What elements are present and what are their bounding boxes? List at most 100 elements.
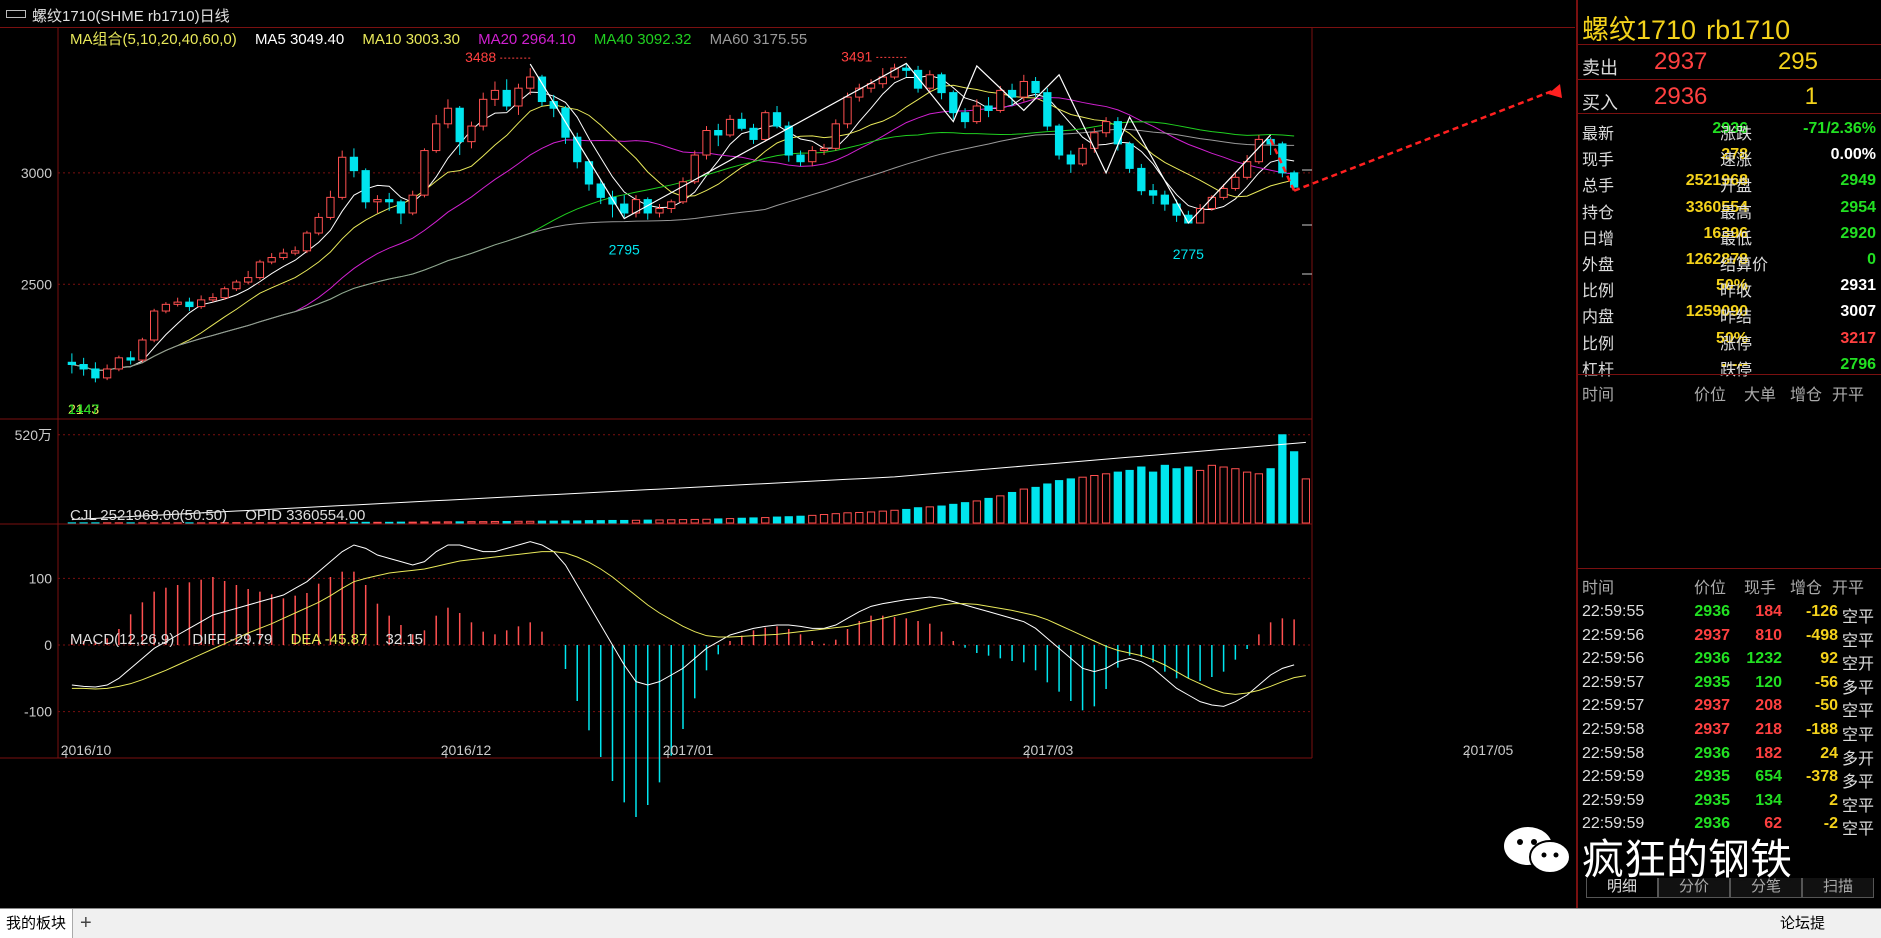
candle-body	[1207, 196, 1217, 210]
candle-body	[655, 208, 664, 214]
watermark-text: 疯狂的钢铁	[1582, 836, 1793, 883]
forum-link[interactable]: 论坛提	[1780, 915, 1826, 932]
tick-row[interactable]: 22:59:56 2936 1232 92 空开	[1578, 645, 1881, 673]
contract-title: 螺纹1710 rb1710	[1582, 8, 1800, 47]
candle-body	[1160, 194, 1169, 205]
candle-body	[302, 232, 312, 252]
volume-bar	[949, 503, 958, 524]
tick-type: 多平	[1842, 774, 1875, 792]
tick-header-vol: 现手	[1744, 580, 1777, 597]
candle-body	[925, 74, 934, 89]
candle-body	[678, 181, 688, 203]
tick-time: 22:59:59	[1582, 768, 1645, 786]
volume-bar	[784, 516, 793, 524]
volume-bar	[620, 519, 629, 524]
ma60-label: MA60 3175.55	[709, 31, 808, 48]
candle-body	[949, 92, 958, 114]
tick-type: 空平	[1842, 797, 1875, 815]
volume-bar	[1078, 476, 1087, 524]
tab-price-distribution[interactable]: 分价	[1658, 878, 1730, 898]
quote-value: 2936	[1712, 120, 1748, 137]
candle-body	[502, 89, 511, 107]
tick-time: 22:59:56	[1582, 626, 1645, 644]
sell-row: 卖出 2937 295	[1578, 44, 1881, 78]
tick-row[interactable]: 22:59:56 2937 810 -498 空平	[1578, 622, 1881, 650]
candle-body	[479, 98, 488, 127]
candle-body	[1242, 161, 1252, 178]
candle-body	[843, 96, 852, 125]
quote-label: 外盘	[1582, 257, 1615, 274]
volume-bar	[1242, 471, 1252, 524]
volume-bar	[878, 510, 887, 524]
volume-bar	[702, 518, 711, 524]
volume-bar	[1148, 471, 1158, 524]
volume-bar	[1066, 478, 1075, 524]
candle-body	[913, 69, 923, 89]
price-tick-label: 2500	[21, 276, 52, 292]
volume-bar	[443, 521, 453, 524]
macd-name-label: MACD(12,26,9)	[70, 631, 175, 648]
tick-row[interactable]: 22:59:57 2937 208 -50 空平	[1578, 692, 1881, 720]
candle-body	[667, 201, 676, 210]
tick-time: 22:59:55	[1582, 603, 1645, 620]
tick-volume: 120	[1755, 673, 1782, 691]
quote-value: 3217	[1840, 329, 1876, 347]
tick-volume: 182	[1755, 744, 1782, 762]
tick-volume: 184	[1755, 603, 1782, 620]
tick-volume: 208	[1755, 697, 1782, 715]
candle-body	[232, 281, 241, 290]
candle-body	[173, 301, 182, 305]
candle-body	[314, 216, 323, 234]
candle-body	[467, 125, 476, 143]
tick-row[interactable]: 22:59:58 2936 182 24 多开	[1578, 740, 1881, 768]
volume-bar	[937, 505, 946, 524]
tick-price: 2936	[1694, 815, 1730, 833]
quote-value: -71/2.36%	[1803, 120, 1876, 137]
chart-area[interactable]: 3000 2500 3488 3491 2795 2775 2143 1447 520万 100 0…	[0, 28, 1575, 908]
quote-value: 50%	[1715, 329, 1748, 347]
tick-row[interactable]: 22:59:59 2935 654 -378 多平	[1578, 763, 1881, 791]
candle-body	[267, 257, 276, 263]
tick-time: 22:59:58	[1582, 721, 1645, 738]
quote-label: 日增	[1582, 230, 1615, 248]
tab-detail[interactable]: 明细	[1586, 878, 1658, 898]
bottom-taskbar: 我的板块 + 论坛提	[0, 908, 1881, 938]
tick-row[interactable]: 22:59:59 2936 62 -2 空平	[1578, 810, 1881, 838]
window-menu-icon[interactable]	[6, 10, 26, 18]
tick-row[interactable]: 22:59:58 2937 218 -188 空平	[1578, 716, 1881, 744]
volume-bar	[1289, 451, 1299, 524]
quote-value: 2931	[1840, 277, 1876, 295]
volume-bar	[479, 521, 488, 524]
tick-price: 2936	[1694, 603, 1730, 620]
volume-bar	[573, 520, 582, 524]
tick-price: 2937	[1694, 626, 1730, 644]
tab-tick[interactable]: 分笔	[1730, 878, 1802, 898]
volume-bar	[1219, 466, 1228, 524]
quote-row: 总手 2521968 开盘 2949	[1578, 168, 1881, 195]
volume-bar	[866, 511, 876, 524]
tick-row[interactable]: 22:59:59 2935 134 2 空平	[1578, 787, 1881, 815]
tick-header: 时间 价位 现手 增仓 开平	[1578, 570, 1881, 597]
candle-body	[972, 105, 981, 123]
candle-body	[291, 250, 300, 254]
candle-body	[631, 199, 641, 214]
volume-bar	[1231, 468, 1240, 524]
volume-bar	[1007, 491, 1017, 524]
tick-header-oi: 增仓	[1790, 580, 1823, 597]
tick-oi-change: -498	[1805, 626, 1838, 644]
candle-body	[819, 147, 829, 152]
big-header-time: 时间	[1582, 387, 1615, 404]
volume-bar	[1184, 466, 1193, 524]
quote-row: 持仓 3360554 最高 2954	[1578, 195, 1881, 222]
add-tab-button[interactable]: +	[80, 912, 92, 934]
quote-row: 日增 16396 最低 2920	[1578, 221, 1881, 248]
tick-row[interactable]: 22:59:57 2935 120 -56 多平	[1578, 669, 1881, 697]
candle-body	[220, 288, 229, 299]
tick-time: 22:59:56	[1582, 650, 1645, 668]
quote-label: 内盘	[1582, 309, 1615, 327]
tick-row[interactable]: 22:59:55 2936 184 -126 空平	[1578, 598, 1881, 626]
my-block-tab[interactable]: 我的板块	[0, 909, 74, 938]
tab-scan[interactable]: 扫描	[1802, 878, 1874, 898]
volume-bar	[655, 519, 664, 524]
